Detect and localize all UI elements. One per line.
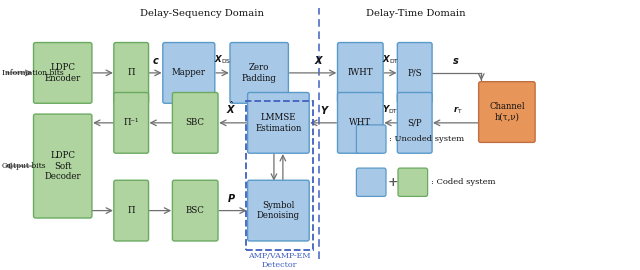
Text: $\boldsymbol{s}$: $\boldsymbol{s}$ xyxy=(452,56,460,66)
Text: $\boldsymbol{r}_{\mathrm{T}}$: $\boldsymbol{r}_{\mathrm{T}}$ xyxy=(452,104,463,116)
FancyBboxPatch shape xyxy=(163,43,215,103)
Text: $\boldsymbol{Y}$: $\boldsymbol{Y}$ xyxy=(319,104,330,116)
Text: $\boldsymbol{P}$: $\boldsymbol{P}$ xyxy=(227,192,236,204)
Text: LDPC
Soft
Decoder: LDPC Soft Decoder xyxy=(44,151,81,181)
FancyBboxPatch shape xyxy=(114,43,148,103)
FancyBboxPatch shape xyxy=(397,43,432,103)
Text: $\hat{\boldsymbol{X}}$: $\hat{\boldsymbol{X}}$ xyxy=(227,100,237,116)
Text: SBC: SBC xyxy=(186,118,205,127)
Text: S/P: S/P xyxy=(408,118,422,127)
FancyBboxPatch shape xyxy=(172,93,218,153)
Text: Delay-Sequency Domain: Delay-Sequency Domain xyxy=(140,9,264,18)
FancyBboxPatch shape xyxy=(114,180,148,241)
Text: AMP/VAMP-EM
Detector: AMP/VAMP-EM Detector xyxy=(248,252,311,269)
Text: Mapper: Mapper xyxy=(172,68,206,77)
FancyBboxPatch shape xyxy=(356,125,386,153)
FancyBboxPatch shape xyxy=(397,93,432,153)
Text: Output bits: Output bits xyxy=(2,162,45,170)
FancyBboxPatch shape xyxy=(114,93,148,153)
Text: IWHT: IWHT xyxy=(348,68,373,77)
Text: LDPC
Encoder: LDPC Encoder xyxy=(45,63,81,83)
Text: Zero
Padding: Zero Padding xyxy=(242,63,276,83)
Text: WHT: WHT xyxy=(349,118,371,127)
Text: LMMSE
Estimation: LMMSE Estimation xyxy=(255,113,301,133)
Text: $\boldsymbol{c}$: $\boldsymbol{c}$ xyxy=(152,56,159,66)
Text: Π: Π xyxy=(127,206,135,215)
FancyBboxPatch shape xyxy=(356,168,386,196)
FancyBboxPatch shape xyxy=(33,114,92,218)
Text: $\boldsymbol{X}_{\mathrm{DT}}$: $\boldsymbol{X}_{\mathrm{DT}}$ xyxy=(381,54,399,66)
Text: Symbol
Denoising: Symbol Denoising xyxy=(257,201,300,220)
FancyBboxPatch shape xyxy=(337,93,383,153)
Text: Channel
h(τ,ν): Channel h(τ,ν) xyxy=(489,102,525,122)
Text: Π: Π xyxy=(127,68,135,77)
Text: P/S: P/S xyxy=(408,68,422,77)
Text: Delay-Time Domain: Delay-Time Domain xyxy=(366,9,466,18)
Text: +: + xyxy=(388,176,399,189)
Text: Information bits: Information bits xyxy=(2,69,63,77)
FancyBboxPatch shape xyxy=(479,82,535,142)
FancyBboxPatch shape xyxy=(248,93,309,153)
Text: $\boldsymbol{X}$: $\boldsymbol{X}$ xyxy=(314,54,324,66)
FancyBboxPatch shape xyxy=(337,43,383,103)
FancyBboxPatch shape xyxy=(230,43,289,103)
Text: : Uncoded system: : Uncoded system xyxy=(389,135,464,143)
Text: Π⁻¹: Π⁻¹ xyxy=(124,118,139,127)
FancyBboxPatch shape xyxy=(398,168,428,196)
Text: : Coded system: : Coded system xyxy=(431,178,495,186)
Text: BSC: BSC xyxy=(186,206,205,215)
FancyBboxPatch shape xyxy=(33,43,92,103)
FancyBboxPatch shape xyxy=(172,180,218,241)
FancyBboxPatch shape xyxy=(248,180,309,241)
Text: $\boldsymbol{Y}_{\mathrm{DT}}$: $\boldsymbol{Y}_{\mathrm{DT}}$ xyxy=(382,104,399,116)
Text: $\boldsymbol{X}_{\mathrm{DS}}$: $\boldsymbol{X}_{\mathrm{DS}}$ xyxy=(214,54,231,66)
